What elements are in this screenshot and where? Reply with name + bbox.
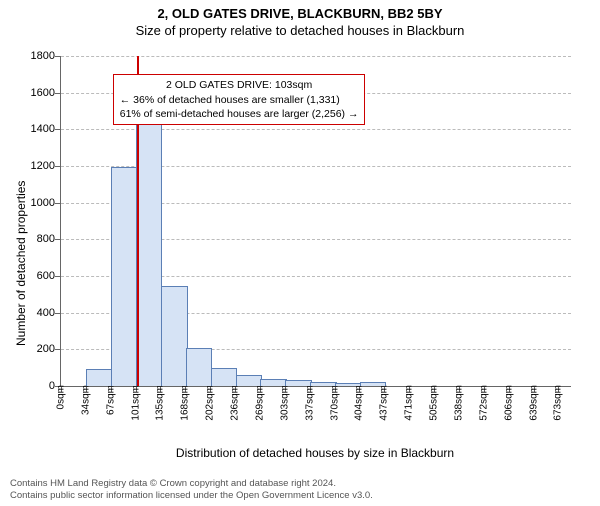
x-tick-label: 67sqm [105,385,116,415]
y-tick [55,276,61,277]
x-tick-label: 404sqm [354,385,365,421]
x-tick-label: 538sqm [453,385,464,421]
x-tick-label: 606sqm [503,385,514,421]
y-tick-label: 200 [15,343,55,355]
x-tick-label: 505sqm [429,385,440,421]
x-tick-label: 101sqm [130,385,141,421]
x-tick-label: 202sqm [205,385,216,421]
y-tick-label: 1400 [15,123,55,135]
y-tick-label: 1600 [15,87,55,99]
y-tick [55,93,61,94]
y-tick [55,129,61,130]
x-tick-label: 303sqm [279,385,290,421]
y-tick [55,349,61,350]
x-tick-label: 572sqm [478,385,489,421]
histogram-bar [111,167,137,386]
x-tick-label: 236sqm [230,385,241,421]
footer-line-1: Contains HM Land Registry data © Crown c… [10,478,373,490]
legend-box: 2 OLD GATES DRIVE: 103sqm← 36% of detach… [113,74,366,125]
histogram-bar [285,380,311,387]
x-tick-label: 673sqm [553,385,564,421]
x-tick-label: 370sqm [329,385,340,421]
histogram-bar [161,286,187,386]
x-axis-label: Distribution of detached houses by size … [60,446,570,460]
histogram-bar [86,369,112,387]
y-tick-label: 1000 [15,197,55,209]
plot-area: 0200400600800100012001400160018000sqm34s… [60,56,571,387]
y-tick [55,203,61,204]
legend-line: 61% of semi-detached houses are larger (… [120,107,359,121]
histogram-bar [186,348,212,386]
histogram-bar [211,368,237,386]
chart-container: Number of detached properties 0200400600… [0,46,600,466]
x-tick-label: 34sqm [80,385,91,415]
x-tick-label: 437sqm [379,385,390,421]
y-tick-label: 0 [15,380,55,392]
x-tick-label: 639sqm [528,385,539,421]
histogram-bar [260,379,286,386]
y-tick-label: 600 [15,270,55,282]
histogram-bar [310,382,336,386]
x-tick-label: 135sqm [155,385,166,421]
histogram-bar [335,383,361,386]
histogram-bar [136,114,162,386]
y-tick-label: 800 [15,233,55,245]
page-subtitle: Size of property relative to detached ho… [0,23,600,38]
y-tick [55,313,61,314]
x-tick-label: 269sqm [254,385,265,421]
y-tick-label: 400 [15,307,55,319]
y-tick-label: 1800 [15,50,55,62]
y-tick-label: 1200 [15,160,55,172]
y-tick [55,56,61,57]
legend-line: ← 36% of detached houses are smaller (1,… [120,93,359,107]
y-tick [55,239,61,240]
histogram-bar [360,382,386,386]
histogram-bar [236,375,262,386]
x-tick-label: 471sqm [404,385,415,421]
y-tick [55,166,61,167]
x-tick-label: 168sqm [180,385,191,421]
footer-line-2: Contains public sector information licen… [10,490,373,502]
page-title: 2, OLD GATES DRIVE, BLACKBURN, BB2 5BY [0,6,600,21]
x-tick-label: 0sqm [56,385,67,409]
legend-line: 2 OLD GATES DRIVE: 103sqm [120,78,359,92]
x-tick-label: 337sqm [304,385,315,421]
footer-attribution: Contains HM Land Registry data © Crown c… [10,478,373,502]
